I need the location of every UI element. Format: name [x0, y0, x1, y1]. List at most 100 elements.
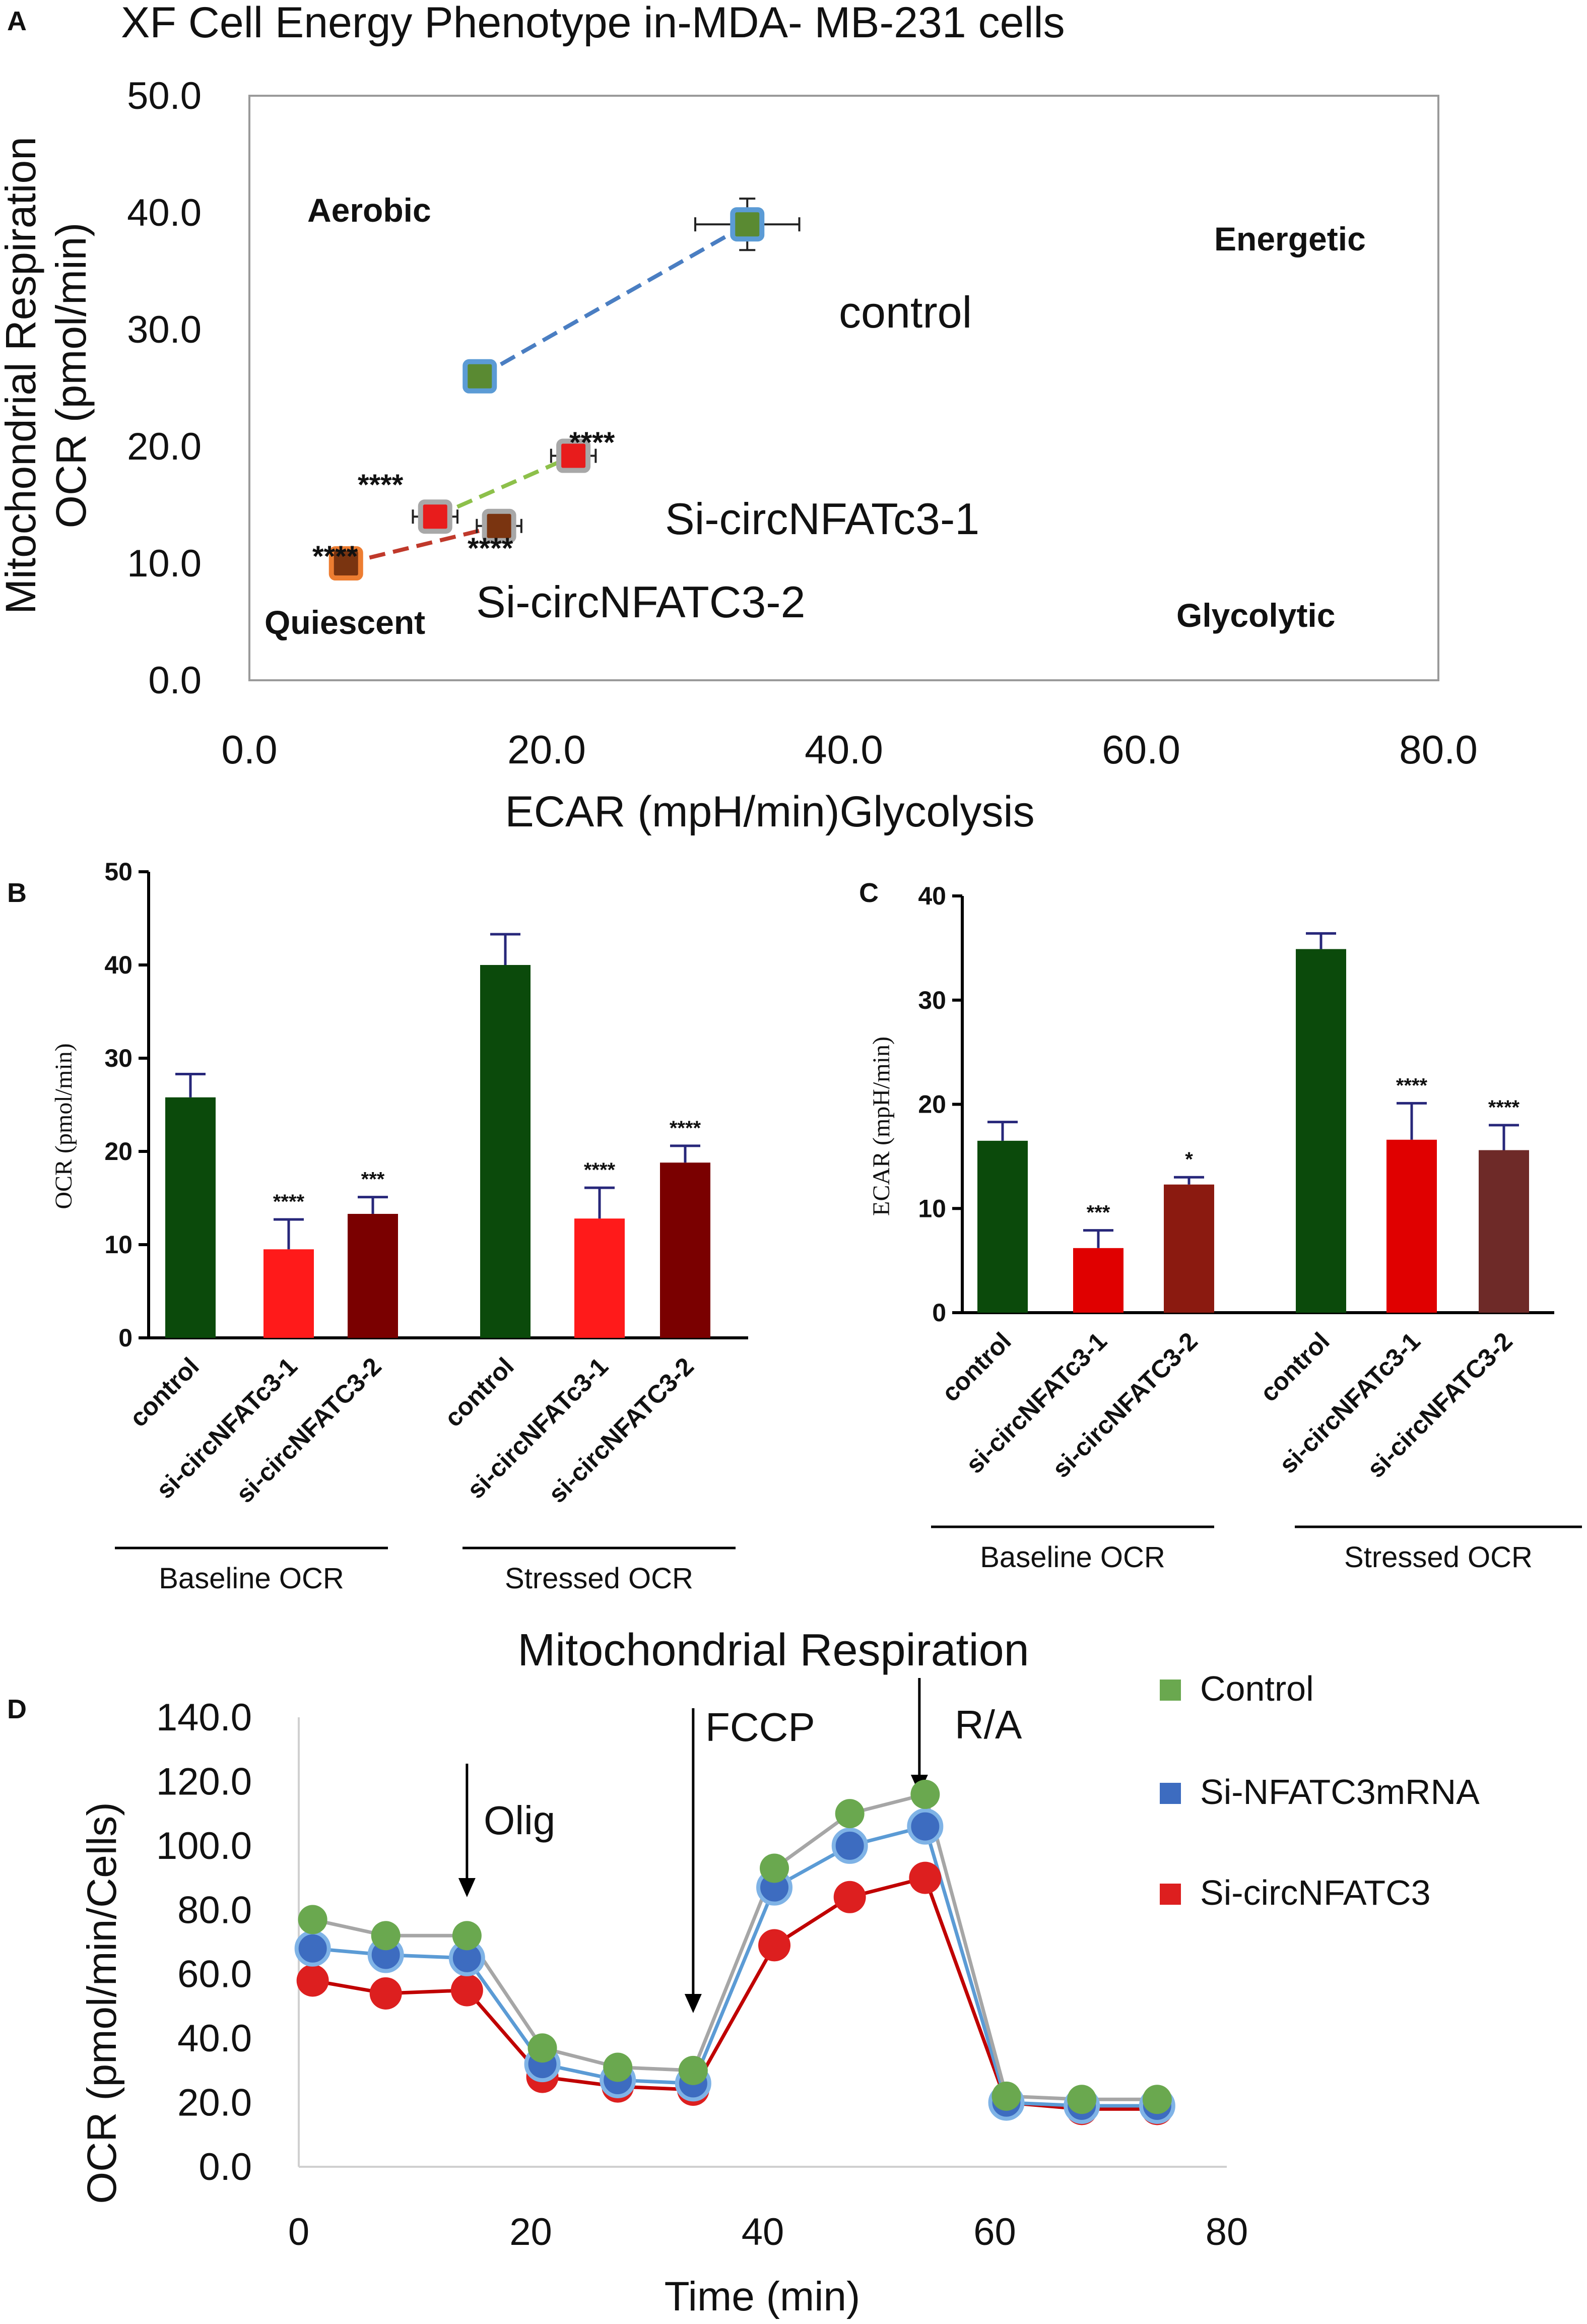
data-point: [1142, 2085, 1172, 2114]
data-point: [296, 1964, 329, 1997]
dashed-connector: [479, 222, 749, 378]
data-point-baseline: [418, 499, 452, 534]
data-point-baseline: [462, 359, 497, 394]
data-point: [450, 1974, 483, 2007]
category-label: control: [124, 1352, 204, 1432]
y-tick-label: 40: [104, 951, 133, 979]
x-tick-label: 20.0: [507, 727, 586, 772]
significance-stars: ****: [1396, 1074, 1428, 1096]
y-tick-label: 140.0: [156, 1696, 252, 1739]
data-point: [831, 1827, 868, 1864]
quadrant-aerobic: Aerobic: [307, 191, 431, 229]
series-line: [312, 1792, 1157, 2101]
category-label: si-circNFATC3-2: [543, 1352, 699, 1508]
quadrant-glycolytic: Glycolytic: [1176, 597, 1335, 634]
injection-arrow-head: [458, 1878, 476, 1897]
x-tick-label: 40.0: [805, 727, 883, 772]
plot-frame: [248, 95, 1439, 681]
data-point: [910, 1779, 940, 1809]
significance-stars: ****: [468, 532, 513, 565]
data-point: [760, 1853, 789, 1883]
injection-label: R/A: [955, 1702, 1022, 1747]
data-point: [1067, 2085, 1097, 2114]
panel-letter-b: B: [7, 878, 27, 908]
significance-stars: ****: [358, 469, 404, 501]
bar: [660, 1163, 710, 1338]
series-label-control: control: [839, 287, 972, 337]
category-label: si-circNFATC3-2: [231, 1352, 387, 1508]
y-tick-label: 40.0: [127, 191, 202, 234]
legend-label: Si-circNFATC3: [1200, 1873, 1431, 1912]
bar: [1164, 1184, 1214, 1313]
x-tick-label: 80: [1206, 2211, 1248, 2253]
y-tick-label: 10: [918, 1194, 946, 1222]
panel-letter-d: D: [7, 1694, 27, 1724]
data-point: [452, 1921, 482, 1951]
significance-stars: *: [1185, 1148, 1193, 1171]
bar: [977, 1140, 1028, 1313]
y-tick-label: 120.0: [156, 1760, 252, 1803]
y-tick-label: 20.0: [177, 2082, 252, 2124]
significance-stars: ****: [1488, 1096, 1520, 1119]
x-tick-label: 40: [742, 2211, 784, 2253]
bar: [1296, 949, 1346, 1313]
data-point-stressed: [556, 438, 591, 473]
y-tick-label: 30.0: [127, 308, 202, 351]
x-tick-label: 0.0: [221, 727, 277, 772]
panel-d-plot: 0.0 20.0 40.0 60.0 80.0 100.0 120.0 140.0 0 20 40 6…: [156, 1669, 1480, 2253]
category-label: control: [439, 1352, 519, 1432]
y-tick-label: 20: [104, 1137, 133, 1166]
x-tick-label: 60.0: [1102, 727, 1180, 772]
y-tick-label: 30: [104, 1044, 133, 1072]
significance-stars: ****: [273, 1191, 305, 1213]
y-tick-label: 100.0: [156, 1825, 252, 1867]
group-label: Baseline OCR: [159, 1562, 344, 1595]
injection-label: FCCP: [705, 1705, 815, 1750]
data-point-stressed: [730, 207, 765, 242]
y-tick-label: 20.0: [127, 425, 202, 468]
series-label-si-1: Si-circNFATc3-1: [665, 494, 979, 544]
x-tick-label: 20: [509, 2211, 552, 2253]
panel-a-plot: 0.0 10.0 20.0 30.0 40.0 50.0 0.0 20.0 40.0 60.0 80…: [127, 75, 1478, 772]
panel-a-ylabel-line1: Mitochondrial Respiration: [0, 137, 44, 614]
panel-b-plot: 01020304050control****si-circNFATc3-1***…: [104, 858, 748, 1595]
significance-stars: ***: [1087, 1202, 1110, 1224]
legend-label: Control: [1200, 1669, 1314, 1708]
y-tick-label: 80.0: [177, 1889, 252, 1931]
dashed-connector: [434, 454, 574, 519]
panel-d-ylabel: OCR (pmol/min/Cells): [79, 1802, 125, 2204]
panel-c-plot: 010203040control***si-circNFATc3-1*si-ci…: [918, 882, 1582, 1574]
data-point: [298, 1905, 327, 1934]
group-label: Stressed OCR: [505, 1562, 693, 1595]
y-tick-label: 0: [118, 1324, 133, 1352]
legend-swatch: [1160, 1783, 1181, 1804]
bar: [480, 965, 531, 1338]
y-tick-label: 20: [918, 1090, 946, 1119]
data-point: [527, 2033, 557, 2063]
group-label: Stressed OCR: [1344, 1541, 1533, 1574]
dashed-connector: [345, 524, 500, 565]
bar: [1386, 1139, 1437, 1313]
series-label-si-2: Si-circNFATC3-2: [476, 577, 806, 627]
data-point: [835, 1799, 865, 1829]
panel-d-xlabel: Time (min): [665, 2274, 861, 2319]
series-line: [312, 1876, 1157, 2111]
data-point: [991, 2081, 1021, 2111]
x-tick-label: 80.0: [1399, 727, 1478, 772]
data-point: [909, 1861, 942, 1894]
legend-swatch: [1160, 1680, 1181, 1701]
y-tick-label: 0.0: [148, 659, 202, 702]
data-point-baseline: [328, 546, 363, 580]
data-point: [603, 2052, 633, 2082]
legend-label: Si-NFATC3mRNA: [1200, 1772, 1480, 1812]
panel-d-title: Mitochondrial Respiration: [517, 1625, 1029, 1675]
significance-stars: ****: [670, 1117, 701, 1139]
data-point: [758, 1929, 791, 1962]
bar: [1479, 1150, 1529, 1313]
y-tick-label: 30: [918, 986, 946, 1014]
panel-a-ylabel-line2: OCR (pmol/min): [47, 223, 95, 529]
quadrant-quiescent: Quiescent: [264, 604, 425, 641]
panel-b-ylabel: OCR (pmol/min): [50, 1043, 77, 1209]
legend-swatch: [1160, 1884, 1181, 1905]
